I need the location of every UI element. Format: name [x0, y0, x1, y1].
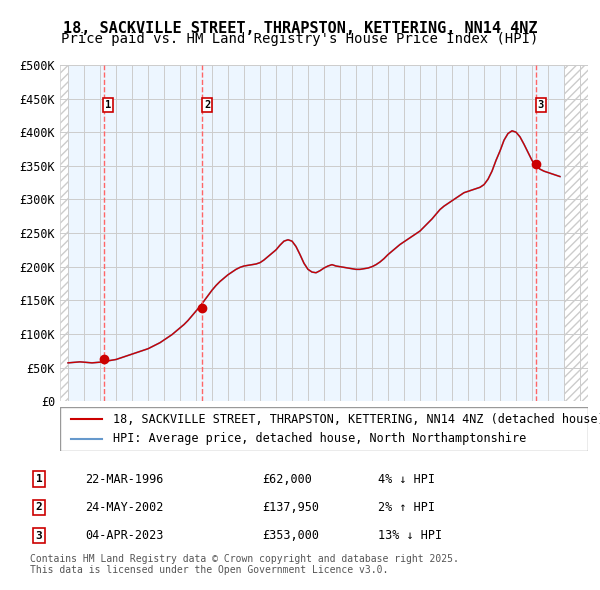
Text: 2% ↑ HPI: 2% ↑ HPI — [378, 501, 435, 514]
Text: 24-MAY-2002: 24-MAY-2002 — [85, 501, 164, 514]
Text: £353,000: £353,000 — [262, 529, 319, 542]
Text: 2: 2 — [35, 503, 42, 512]
Text: 4% ↓ HPI: 4% ↓ HPI — [378, 473, 435, 486]
Text: 18, SACKVILLE STREET, THRAPSTON, KETTERING, NN14 4NZ (detached house): 18, SACKVILLE STREET, THRAPSTON, KETTERI… — [113, 413, 600, 426]
Bar — [60, 65, 68, 401]
Text: 3: 3 — [35, 531, 42, 540]
Bar — [68, 65, 564, 401]
Text: HPI: Average price, detached house, North Northamptonshire: HPI: Average price, detached house, Nort… — [113, 432, 526, 445]
FancyBboxPatch shape — [60, 407, 588, 451]
Text: £137,950: £137,950 — [262, 501, 319, 514]
Text: 22-MAR-1996: 22-MAR-1996 — [85, 473, 164, 486]
Bar — [564, 65, 588, 401]
Text: 3: 3 — [538, 100, 544, 110]
Text: 2: 2 — [204, 100, 210, 110]
Text: 1: 1 — [35, 474, 42, 484]
Text: 13% ↓ HPI: 13% ↓ HPI — [378, 529, 442, 542]
Text: Contains HM Land Registry data © Crown copyright and database right 2025.
This d: Contains HM Land Registry data © Crown c… — [30, 553, 459, 575]
Text: Price paid vs. HM Land Registry's House Price Index (HPI): Price paid vs. HM Land Registry's House … — [61, 32, 539, 47]
Text: 18, SACKVILLE STREET, THRAPSTON, KETTERING, NN14 4NZ: 18, SACKVILLE STREET, THRAPSTON, KETTERI… — [63, 21, 537, 35]
Text: £62,000: £62,000 — [262, 473, 312, 486]
Text: 1: 1 — [105, 100, 112, 110]
Text: 04-APR-2023: 04-APR-2023 — [85, 529, 164, 542]
